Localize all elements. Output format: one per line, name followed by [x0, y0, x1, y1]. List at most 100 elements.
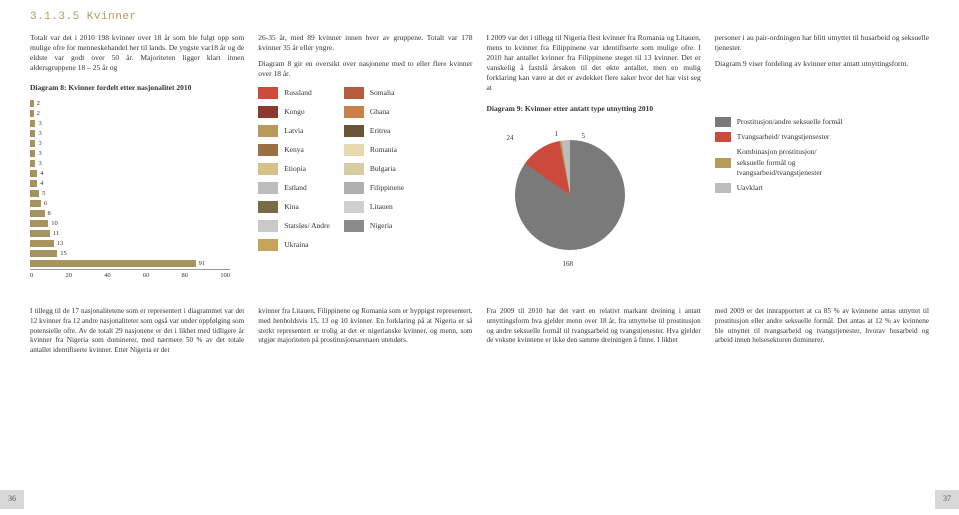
bar-row: 13 [30, 239, 230, 248]
xaxis-tick: 20 [65, 272, 72, 281]
bar [30, 130, 35, 137]
bar [30, 260, 196, 267]
legend-swatch [258, 239, 278, 251]
bar-value-label: 6 [44, 200, 47, 209]
legend-swatch [258, 201, 278, 213]
xaxis-tick: 40 [104, 272, 111, 281]
bar [30, 230, 50, 237]
bar-value-label: 3 [38, 150, 41, 159]
intro-para-3: I 2009 var det i tillegg til Nigeria fle… [487, 33, 701, 94]
bar [30, 100, 34, 107]
bar-value-label: 5 [42, 190, 45, 199]
bar-row: 3 [30, 159, 230, 168]
bar [30, 210, 45, 217]
pie-legend-label: Uavklart [737, 183, 763, 193]
bar-row: 15 [30, 249, 230, 258]
pie-legend-swatch [715, 132, 731, 142]
bar-row: 3 [30, 119, 230, 128]
pie-legend-item: Tvangsarbeid/ tvangstjensester [715, 132, 929, 142]
bar-value-label: 3 [38, 120, 41, 129]
legend-label: Bulgaria [370, 164, 396, 174]
legend-swatch [258, 87, 278, 99]
pie-legend-item: Prostitusjon/andre seksuelle formål [715, 117, 929, 127]
legend-item: Ghana [344, 106, 404, 118]
intro-para-4a: personer i au pair-ordningen har blitt u… [715, 33, 929, 53]
legend-item: Statsløs/ Andre [258, 220, 330, 232]
bar-row: 5 [30, 189, 230, 198]
bar-row: 4 [30, 169, 230, 178]
legend-item: Nigeria [344, 220, 404, 232]
pie-legend-swatch [715, 183, 731, 193]
bar [30, 190, 39, 197]
bar [30, 250, 57, 257]
bar-row: 3 [30, 139, 230, 148]
legend-label: Ghana [370, 107, 390, 117]
legend-item: Romania [344, 144, 404, 156]
legend-item: Etiopia [258, 163, 330, 175]
intro-para-4b: Diagram 9 viser fordeling av kvinner ett… [715, 59, 929, 69]
legend-label: Kongo [284, 107, 304, 117]
legend-swatch [258, 220, 278, 232]
pie-legend: Prostitusjon/andre seksuelle formål Tvang… [715, 117, 929, 193]
legend-label: Filippinene [370, 183, 404, 193]
bar-row: 3 [30, 149, 230, 158]
legend-item: Kenya [258, 144, 330, 156]
page-number-left: 36 [0, 490, 24, 509]
pie-legend-label: Tvangsarbeid/ tvangstjensester [737, 132, 830, 142]
bar-row: 2 [30, 99, 230, 108]
diagram8-title: Diagram 8: Kvinner fordelt etter nasjona… [30, 83, 244, 93]
legend-swatch [258, 182, 278, 194]
bar-value-label: 2 [37, 110, 40, 119]
bar-row: 3 [30, 129, 230, 138]
body-col-2: kvinner fra Litauen, Filippinene og Roma… [258, 307, 472, 356]
bar-value-label: 13 [57, 240, 64, 249]
diagram9-title: Diagram 9: Kvinner etter antatt type utn… [487, 104, 701, 114]
legend-swatch [258, 163, 278, 175]
body-col-1: I tillegg til de 17 nasjonalitetene som … [30, 307, 244, 356]
bar [30, 110, 34, 117]
legend-item: Estland [258, 182, 330, 194]
xaxis-tick: 80 [182, 272, 189, 281]
legend-label: Statsløs/ Andre [284, 221, 330, 231]
legend-label: Etiopia [284, 164, 306, 174]
bar [30, 160, 35, 167]
bar [30, 200, 41, 207]
legend-label: Ukraina [284, 240, 308, 250]
bar-row: 6 [30, 199, 230, 208]
bar-row: 8 [30, 209, 230, 218]
bar-row: 4 [30, 179, 230, 188]
bar-row: 10 [30, 219, 230, 228]
legend-label: Litauen [370, 202, 393, 212]
page-number-right: 37 [935, 490, 959, 509]
country-legend-col2: SomaliaGhanaEritreaRomaniaBulgariaFilipp… [344, 87, 404, 251]
bar-value-label: 11 [53, 230, 59, 239]
bar [30, 220, 48, 227]
legend-label: Nigeria [370, 221, 393, 231]
bar [30, 180, 37, 187]
pie-label-b: 1 [555, 130, 559, 139]
pie-label-d: 168 [563, 260, 574, 269]
legend-swatch [344, 182, 364, 194]
bar-value-label: 2 [37, 100, 40, 109]
bar [30, 120, 35, 127]
legend-swatch [258, 106, 278, 118]
legend-swatch [344, 125, 364, 137]
legend-item: Bulgaria [344, 163, 404, 175]
legend-swatch [344, 106, 364, 118]
intro-para-2b: Diagram 8 gir en oversikt over nasjonene… [258, 59, 472, 79]
bar-value-label: 4 [40, 170, 43, 179]
legend-label: Latvia [284, 126, 303, 136]
bar-value-label: 3 [38, 160, 41, 169]
bar-value-label: 4 [40, 180, 43, 189]
legend-item: Somalia [344, 87, 404, 99]
bar-value-label: 3 [38, 130, 41, 139]
legend-item: Kina [258, 201, 330, 213]
bar-value-label: 15 [60, 250, 67, 259]
bar [30, 170, 37, 177]
xaxis-tick: 0 [30, 272, 33, 281]
bar-chart: 2233333445681011131591 [30, 99, 230, 268]
legend-swatch [344, 144, 364, 156]
bar [30, 240, 54, 247]
bar [30, 140, 35, 147]
legend-swatch [344, 220, 364, 232]
